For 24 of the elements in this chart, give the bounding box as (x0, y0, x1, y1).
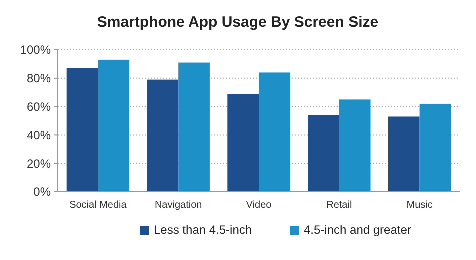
y-tick-label: 80% (26, 72, 52, 86)
bar (420, 104, 452, 192)
bar (147, 80, 179, 192)
chart-title: Smartphone App Usage By Screen Size (97, 14, 379, 31)
y-tick-label: 20% (26, 156, 52, 171)
bar (98, 60, 130, 192)
bar (388, 116, 420, 192)
bar (339, 100, 371, 192)
y-tick-label: 40% (26, 128, 52, 142)
x-tick-label: Music (406, 200, 433, 211)
y-tick-label: 0% (34, 185, 52, 200)
y-tick-label: 60% (26, 100, 52, 114)
legend-label: 4.5-inch and greater (304, 223, 412, 237)
bar (228, 94, 259, 192)
legend-label: Less than 4.5-inch (154, 223, 252, 237)
x-tick-label: Retail (326, 200, 352, 211)
bar (66, 68, 98, 192)
bar (178, 62, 210, 192)
bar (259, 72, 290, 192)
y-tick-label: 100% (20, 43, 52, 58)
x-tick-label: Video (246, 200, 272, 211)
x-tick-label: Navigation (154, 200, 202, 211)
x-tick-label: Social Media (70, 200, 128, 211)
bar (308, 115, 340, 192)
